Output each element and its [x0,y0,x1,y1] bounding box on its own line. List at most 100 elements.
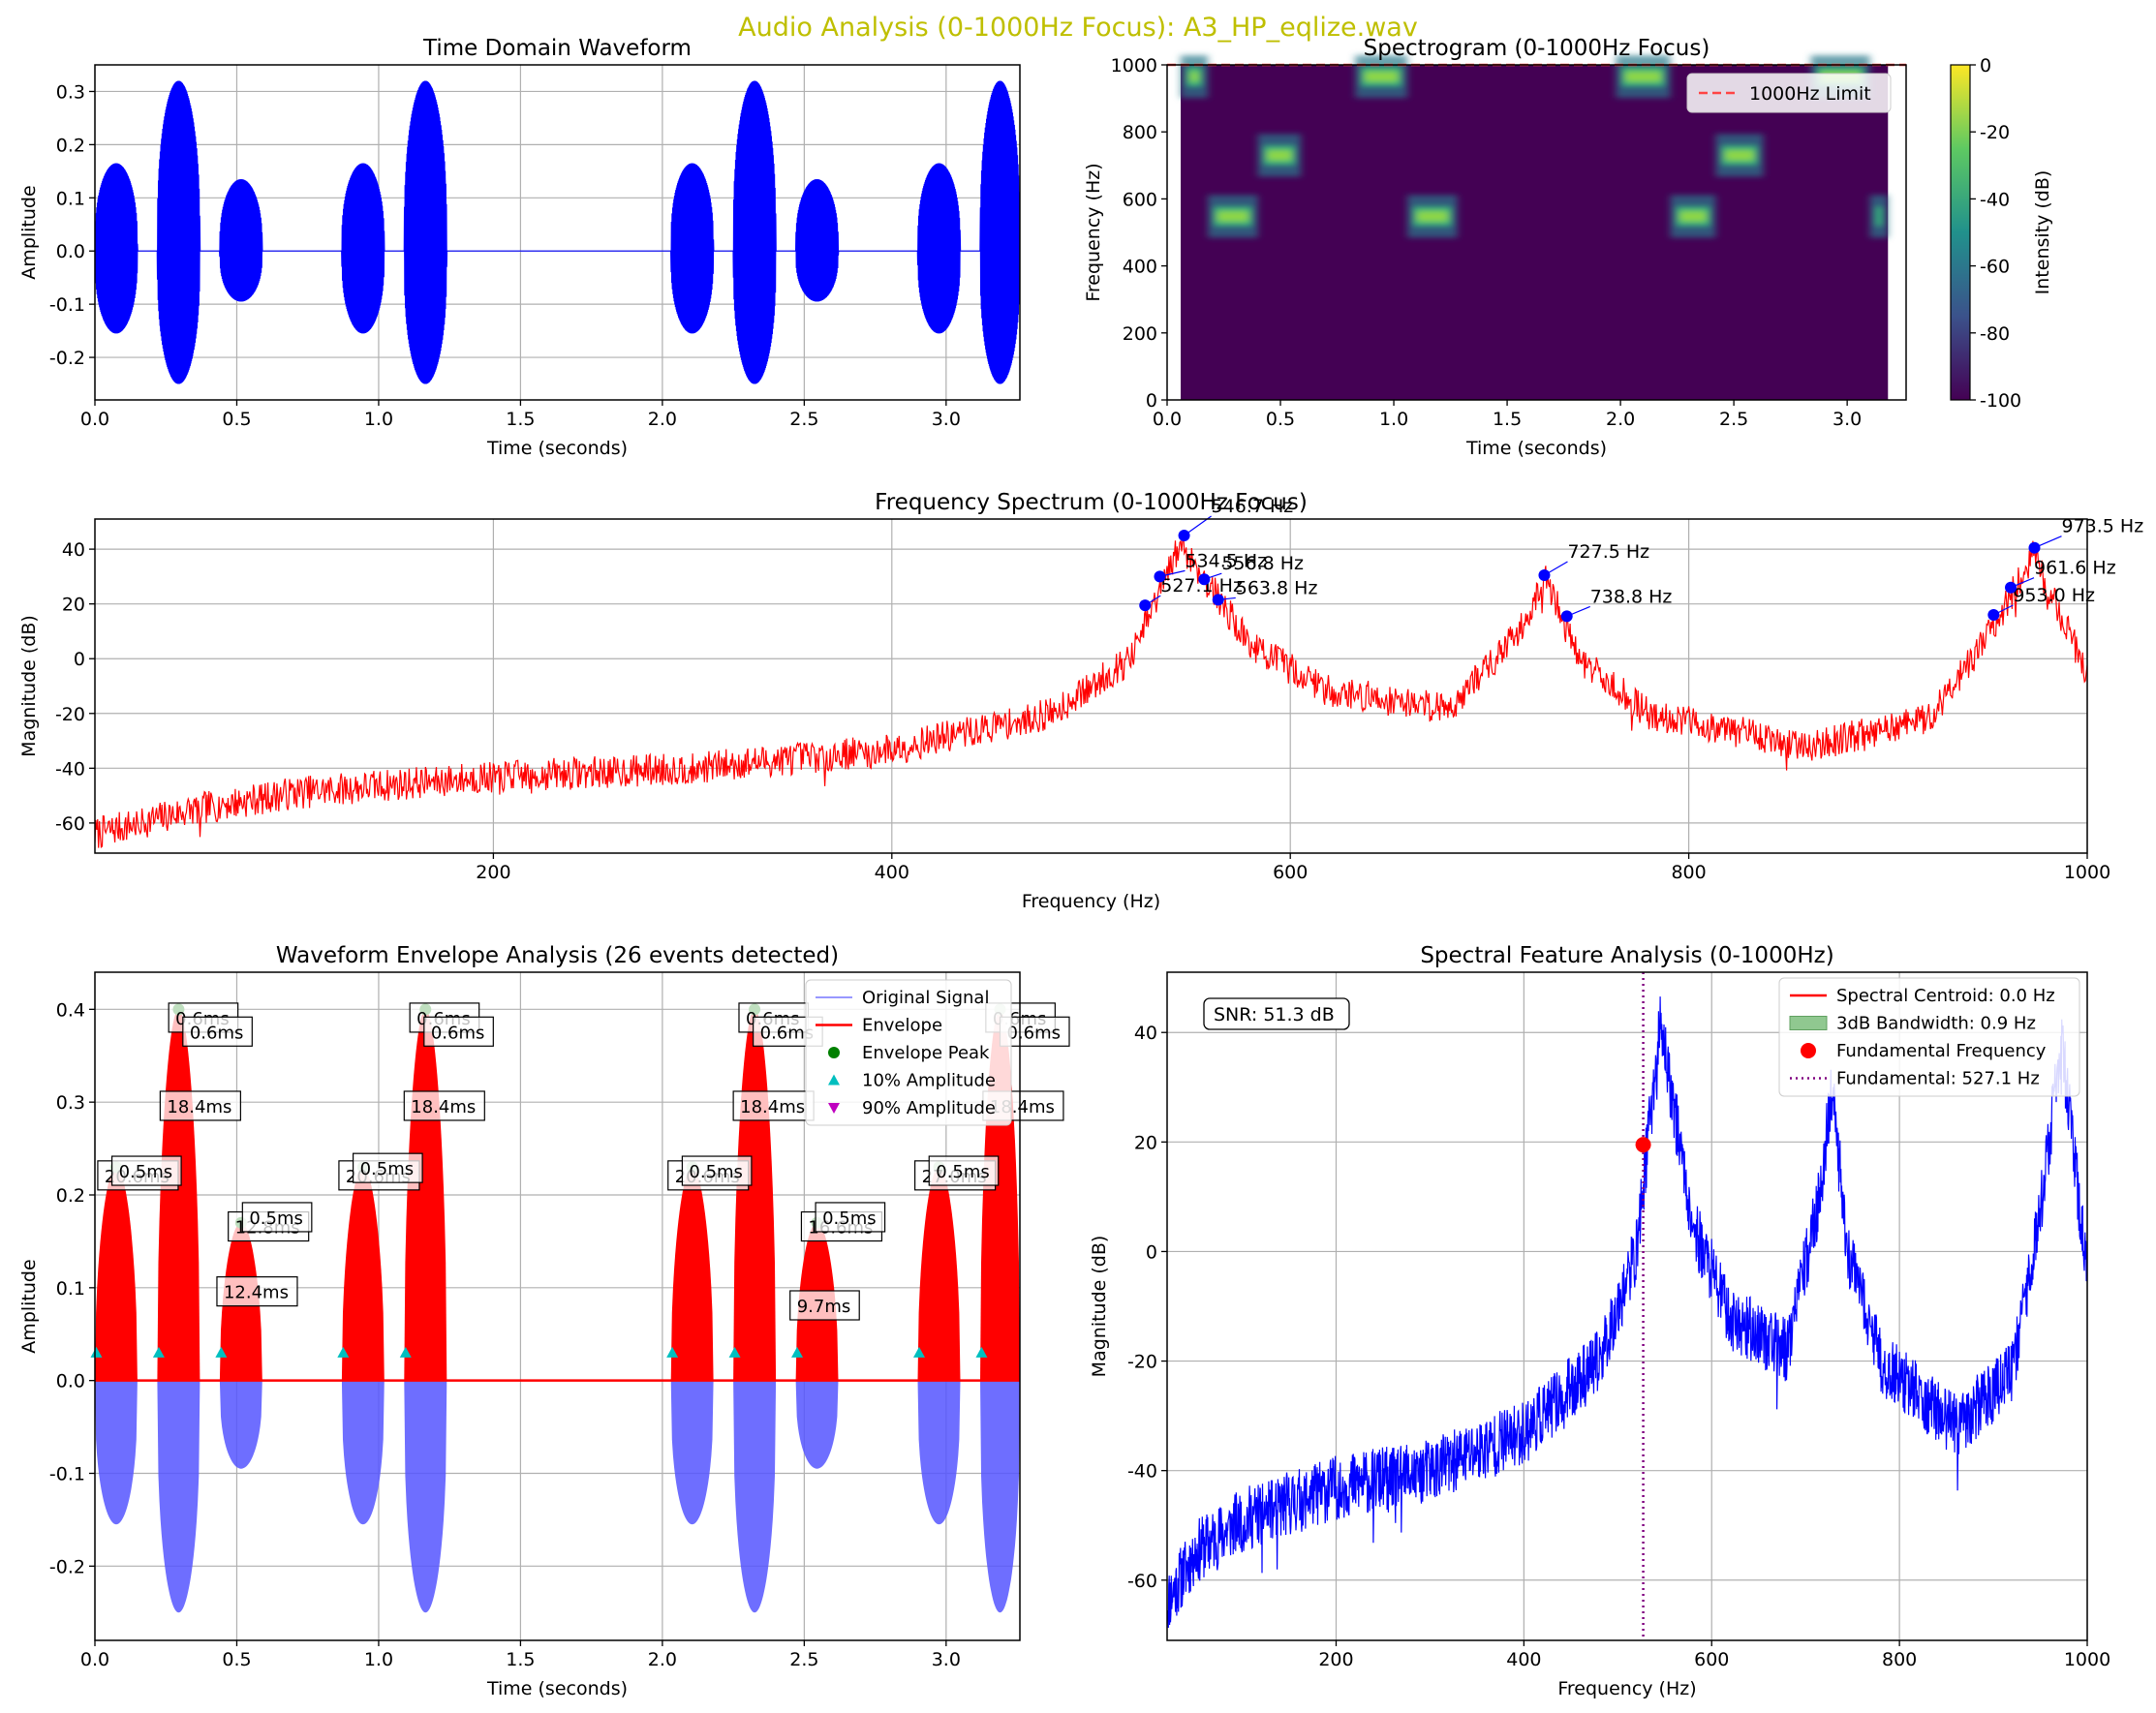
spectrogram-xtick-label: 0.0 [1153,409,1182,430]
envelope-original-signal [733,1361,777,1613]
spectrum-peak-label: 546.7 Hz [1212,496,1294,517]
envelope-fill [341,1167,385,1381]
spectrogram-background [1181,65,1889,400]
figure-suptitle: Audio Analysis (0-1000Hz Focus): A3_HP_e… [738,13,1418,43]
spectrum-xtick-label: 1000 [2064,862,2110,883]
spectrogram-title: Spectrogram (0-1000Hz Focus) [1364,36,1710,61]
envelope-annotation-label: 9.7ms [797,1297,851,1317]
spectrum-peak-arrow [1566,605,1590,617]
spectrogram-xtick-label: 1.0 [1379,409,1408,430]
spectrogram-ytick-label: 400 [1123,257,1157,278]
spectrogram-legend-label: 1000Hz Limit [1749,83,1871,105]
colorbar-tick-label: -80 [1980,323,2010,345]
envelope-xtick-label: 2.0 [648,1649,677,1670]
spectrogram-xtick-label: 3.0 [1833,409,1862,430]
envelope-annotation-label: 0.6ms [760,1023,815,1043]
waveform-ytick-label: 0.0 [56,241,85,262]
envelope-legend-swatch [828,1047,840,1058]
spectrogram-axes: 0.0 0.5 1.0 1.5 2.0 2.5 3.0 0 200 400 600 800 1000 [1111,55,1863,430]
spectrum-frame [94,518,2088,854]
spectrum-xtick-label: 200 [476,862,510,883]
spectrogram-band-core [1417,211,1448,222]
spectrum-peak-label: 534.5 Hz [1185,550,1267,571]
spectrum-peak-label: 556.8 Hz [1221,553,1304,574]
envelope-annotation-box [403,1090,485,1121]
waveform-xtick-label: 2.0 [648,409,677,430]
envelope-fill [157,1009,200,1381]
spectral-xlabel: Frequency (Hz) [1557,1678,1696,1699]
spectral-xtick-label: 200 [1318,1649,1353,1670]
envelope-fill [917,1167,961,1381]
spectrum-ytick-label: -40 [55,758,85,780]
spectral-legend-box [1778,977,2080,1097]
colorbar-tick-label: -100 [1980,390,2021,412]
spectrum-ytick-label: 20 [62,595,85,616]
spectrum-peak-arrow [2034,535,2062,549]
envelope-original-signal [341,1361,385,1525]
spectrum-peak-arrow [1217,596,1236,601]
spectral-xtick-label: 600 [1694,1649,1729,1670]
envelope-annotation-box [789,1290,860,1321]
spectrum-series [95,535,2087,848]
envelope-annotation-label: 0.5ms [822,1208,877,1229]
spectrogram-band-core [1217,211,1248,222]
waveform-burst [917,163,961,334]
colorbar-tick-label: -20 [1980,122,2010,143]
waveform-line [95,80,1020,384]
spectral-legend-label: 3dB Bandwidth: 0.9 Hz [1836,1014,2036,1034]
envelope-annotation-label: 18.4ms [740,1097,805,1117]
spectrum-line [95,535,2087,848]
envelope-annotation-box [423,1016,494,1047]
waveform-xtick-label: 1.0 [364,409,393,430]
envelope-xtick-label: 1.0 [364,1649,393,1670]
envelope-legend-label: Envelope [862,1016,942,1036]
waveform-ylabel: Amplitude [18,185,40,279]
colorbar [1950,64,1971,401]
spectrogram-ytick-label: 200 [1123,323,1157,345]
spectrogram-xlabel: Time (seconds) [1465,438,1607,459]
envelope-legend-label: 10% Amplitude [862,1071,996,1091]
spectrogram-band-core [1625,72,1661,82]
envelope-annotation-box [815,1202,886,1233]
colorbar-tick-label: 0 [1980,55,1991,76]
spectrum-xtick-label: 600 [1273,862,1308,883]
envelope-annotation-label: 0.5ms [360,1159,415,1179]
envelope-frame [94,971,1021,1641]
envelope-original-signal [980,1361,1020,1613]
spectrogram-legend-box [1686,73,1892,113]
spectral-legend-swatch [1789,1016,1828,1030]
envelope-10pct-marker [152,1346,165,1358]
envelope-original-signal [404,1361,447,1613]
spectral-ytick-label: 0 [1146,1241,1157,1263]
spectrogram-xtick-label: 1.5 [1493,409,1522,430]
spectrum-peak-arrow [1144,595,1161,606]
waveform-burst [795,179,839,302]
envelope-annotation-label: 0.5ms [249,1208,303,1229]
spectrogram-band-core [1365,72,1399,82]
spectral-ytick-label: -60 [1127,1571,1157,1592]
envelope-ytick-label: 0.2 [56,1185,85,1207]
spectral-ylabel: Magnitude (dB) [1089,1236,1110,1378]
spectrum-peak-arrow [1204,572,1222,580]
waveform-burst [219,179,262,302]
envelope-annotation-box [681,1155,753,1186]
waveform-burst [341,163,385,334]
waveform-xtick-label: 0.0 [80,409,109,430]
spectrum-peak-arrow [1993,604,2014,616]
envelope-ytick-label: 0.1 [56,1278,85,1300]
spectral-xtick-label: 400 [1506,1649,1541,1670]
waveform-xtick-label: 2.5 [789,409,818,430]
snr-box [1203,997,1350,1030]
envelope-ytick-label: 0.0 [56,1371,85,1392]
spectrogram-band [1875,206,1883,227]
envelope-annotation-label: 18.4ms [167,1097,231,1117]
spectral-legend-swatch [1801,1043,1816,1058]
waveform-series [95,80,1020,384]
envelope-10pct-marker [399,1346,412,1358]
colorbar-label: Intensity (dB) [2032,170,2053,295]
spectral-line [1167,996,2087,1629]
envelope-annotation-label: 0.6ms [190,1023,244,1043]
spectrum-peak-label: 727.5 Hz [1567,541,1649,563]
spectrum-peak-label: 961.6 Hz [2034,558,2116,579]
waveform-ytick-label: 0.3 [56,81,85,103]
